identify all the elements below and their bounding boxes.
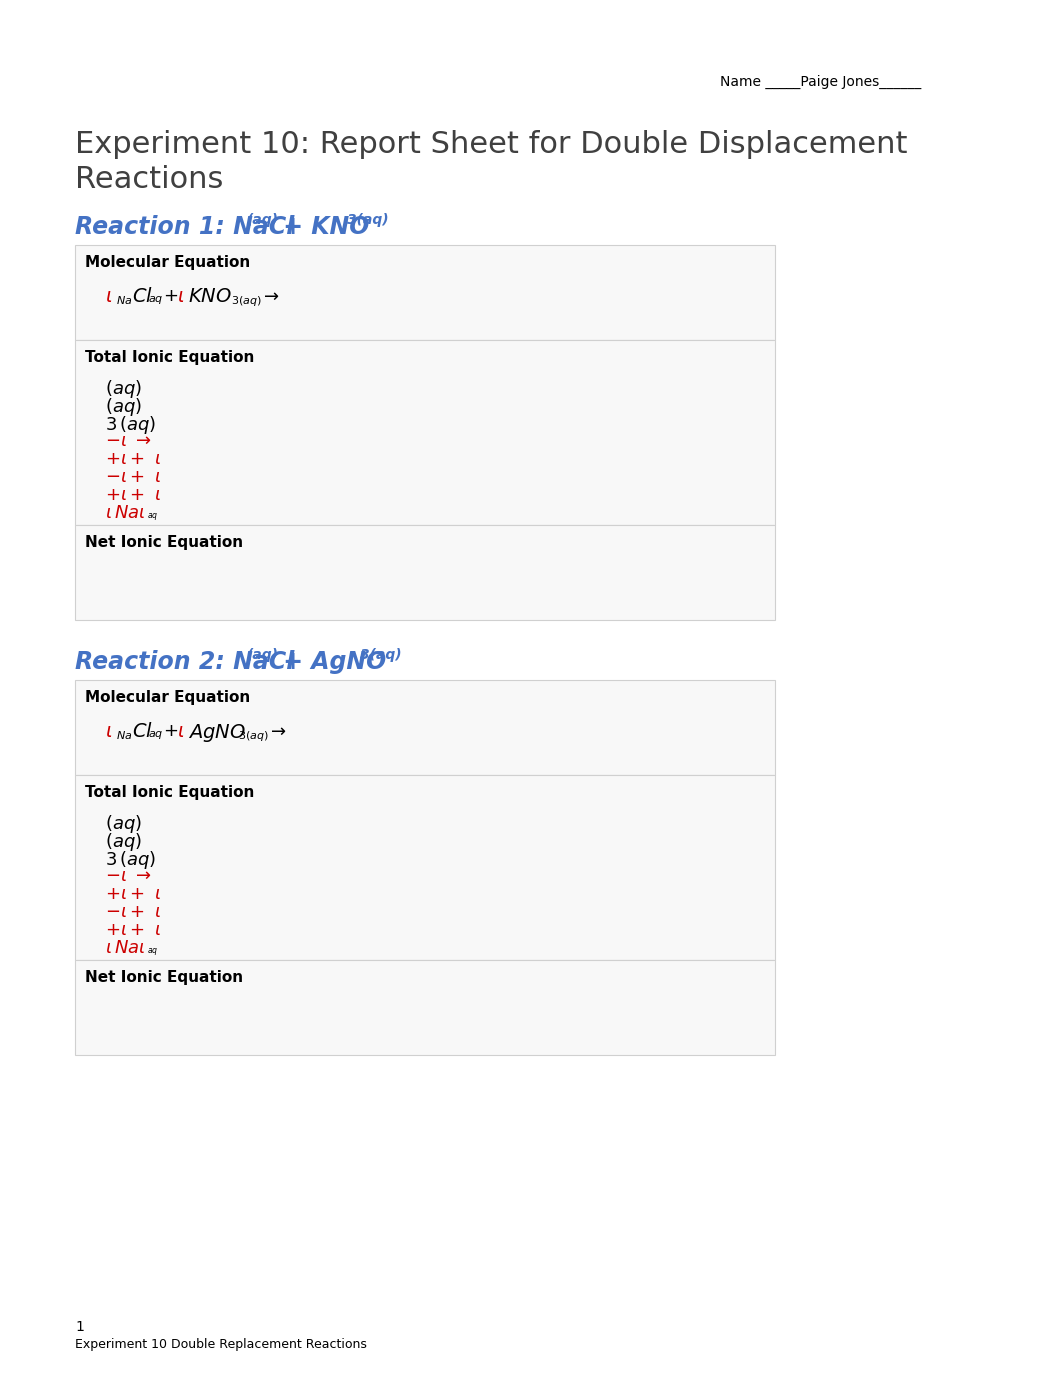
Text: $\it{\iota}$: $\it{\iota}$ bbox=[105, 286, 113, 306]
Text: Experiment 10 Double Replacement Reactions: Experiment 10 Double Replacement Reactio… bbox=[75, 1338, 366, 1351]
Text: $\it{aq}$: $\it{aq}$ bbox=[148, 295, 164, 306]
Text: Name _____Paige Jones______: Name _____Paige Jones______ bbox=[720, 74, 921, 90]
Text: $+\it{\iota}+\ \it{\iota}$: $+\it{\iota}+\ \it{\iota}$ bbox=[105, 885, 161, 903]
Bar bbox=[75, 525, 775, 620]
Text: $\it{AgNO}$: $\it{AgNO}$ bbox=[188, 722, 246, 744]
Bar bbox=[75, 960, 775, 1055]
Text: $3\,\it{(aq)}$: $3\,\it{(aq)}$ bbox=[105, 850, 156, 872]
Text: (aq): (aq) bbox=[247, 213, 279, 227]
Text: $\it{\iota}$: $\it{\iota}$ bbox=[177, 286, 184, 306]
Text: $_{aq}$: $_{aq}$ bbox=[147, 947, 158, 960]
Text: $\it{(aq)}$: $\it{(aq)}$ bbox=[105, 379, 142, 399]
Text: $\it{\iota}$: $\it{\iota}$ bbox=[105, 722, 113, 741]
Text: $\it{Cl}$: $\it{Cl}$ bbox=[132, 286, 153, 306]
Text: +: + bbox=[162, 722, 178, 739]
Text: $\it{\iota}\,Na\it{\iota}$: $\it{\iota}\,Na\it{\iota}$ bbox=[105, 939, 145, 957]
Text: $-\it{\iota}\ \rightarrow$: $-\it{\iota}\ \rightarrow$ bbox=[105, 432, 152, 450]
Text: 3(aq): 3(aq) bbox=[347, 213, 389, 227]
Text: $-\it{\iota}\ \rightarrow$: $-\it{\iota}\ \rightarrow$ bbox=[105, 868, 152, 885]
Text: (aq): (aq) bbox=[247, 649, 279, 662]
Text: $\it{Cl}$: $\it{Cl}$ bbox=[132, 722, 153, 741]
Text: $_{aq}$: $_{aq}$ bbox=[147, 512, 158, 525]
Bar bbox=[75, 245, 775, 340]
Text: Molecular Equation: Molecular Equation bbox=[85, 690, 251, 705]
Text: +: + bbox=[162, 286, 178, 304]
Text: $\it{3(aq)}$: $\it{3(aq)}$ bbox=[238, 728, 269, 744]
Text: $3\,\it{(aq)}$: $3\,\it{(aq)}$ bbox=[105, 414, 156, 437]
Text: $-\it{\iota}+\ \it{\iota}$: $-\it{\iota}+\ \it{\iota}$ bbox=[105, 468, 161, 486]
Text: Experiment 10: Report Sheet for Double Displacement: Experiment 10: Report Sheet for Double D… bbox=[75, 129, 908, 158]
Text: $\it{\iota}$: $\it{\iota}$ bbox=[177, 722, 184, 741]
Text: $+\it{\iota}+\ \it{\iota}$: $+\it{\iota}+\ \it{\iota}$ bbox=[105, 921, 161, 939]
Text: $\it{aq}$: $\it{aq}$ bbox=[148, 728, 164, 741]
Text: Reaction 2: NaCl: Reaction 2: NaCl bbox=[75, 650, 294, 673]
Text: $-\it{\iota}+\ \it{\iota}$: $-\it{\iota}+\ \it{\iota}$ bbox=[105, 903, 161, 921]
Text: Molecular Equation: Molecular Equation bbox=[85, 255, 251, 270]
Text: $\it{Na}$: $\it{Na}$ bbox=[116, 295, 133, 306]
Text: Net Ionic Equation: Net Ionic Equation bbox=[85, 536, 243, 549]
Text: + KNO: + KNO bbox=[275, 215, 370, 240]
Text: $\rightarrow$: $\rightarrow$ bbox=[260, 286, 279, 304]
Text: 3(aq): 3(aq) bbox=[360, 649, 401, 662]
Text: Reactions: Reactions bbox=[75, 165, 223, 194]
Text: $\it{(aq)}$: $\it{(aq)}$ bbox=[105, 812, 142, 834]
Text: Total Ionic Equation: Total Ionic Equation bbox=[85, 785, 255, 800]
Text: Net Ionic Equation: Net Ionic Equation bbox=[85, 969, 243, 985]
Text: $\it{Na}$: $\it{Na}$ bbox=[116, 728, 133, 741]
Text: 1: 1 bbox=[75, 1321, 84, 1334]
Text: Reaction 1: NaCl: Reaction 1: NaCl bbox=[75, 215, 294, 240]
Text: $\it{\iota}\,Na\it{\iota}$: $\it{\iota}\,Na\it{\iota}$ bbox=[105, 504, 145, 522]
Bar bbox=[75, 340, 775, 525]
Bar bbox=[75, 680, 775, 775]
Text: Total Ionic Equation: Total Ionic Equation bbox=[85, 350, 255, 365]
Bar bbox=[75, 775, 775, 960]
Text: $\it{3(aq)}$: $\it{3(aq)}$ bbox=[232, 295, 261, 308]
Text: $+\it{\iota}+\ \it{\iota}$: $+\it{\iota}+\ \it{\iota}$ bbox=[105, 450, 161, 468]
Text: $\rightarrow$: $\rightarrow$ bbox=[267, 722, 287, 739]
Text: $\it{(aq)}$: $\it{(aq)}$ bbox=[105, 830, 142, 852]
Text: $+\it{\iota}+\ \it{\iota}$: $+\it{\iota}+\ \it{\iota}$ bbox=[105, 486, 161, 504]
Text: $\it{KNO}$: $\it{KNO}$ bbox=[188, 286, 232, 306]
Text: + AgNO: + AgNO bbox=[275, 650, 387, 673]
Text: $\it{(aq)}$: $\it{(aq)}$ bbox=[105, 397, 142, 419]
